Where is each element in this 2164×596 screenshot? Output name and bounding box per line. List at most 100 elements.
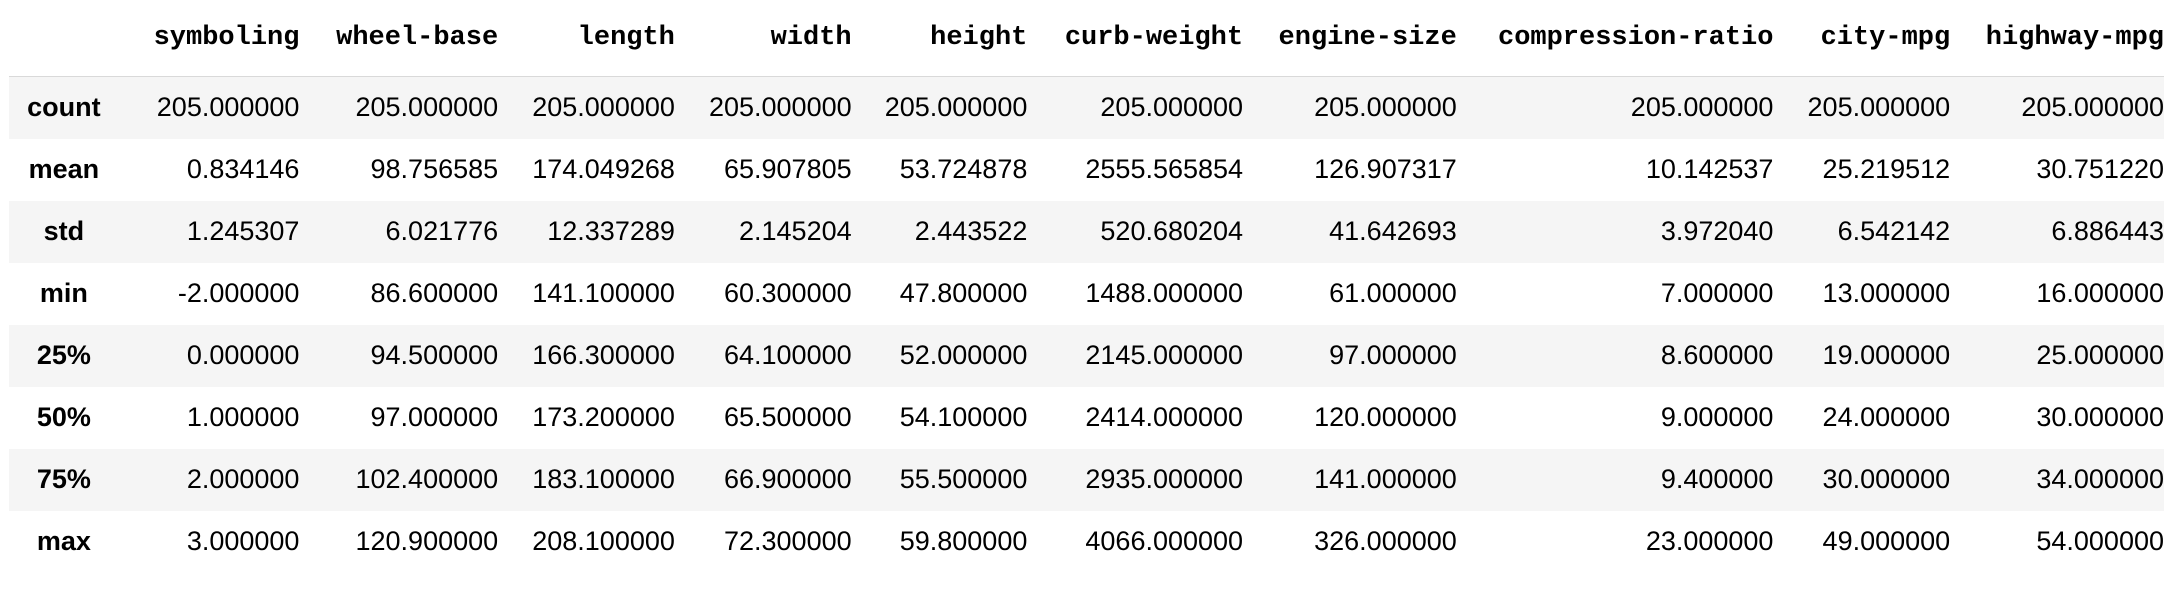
table-cell: 23.000000 — [1645, 526, 1774, 556]
table-cell: 520.680204 — [1100, 216, 1244, 246]
table-cell: 3.000000 — [186, 526, 300, 556]
table-cell: 205.000000 — [1807, 92, 1951, 123]
column-header-curb-weight: curb-weight — [1027, 0, 1244, 77]
table-cell: 3.972040 — [1660, 216, 1774, 246]
table-cell: 205.000000 — [884, 92, 1028, 123]
header-row: symboling wheel-base length width height… — [9, 0, 2164, 77]
table-cell: 2.443522 — [914, 216, 1028, 246]
table-cell: 0.834146 — [186, 154, 300, 184]
table-cell: 205.000000 — [156, 92, 300, 123]
table-cell: 0.000000 — [186, 340, 300, 370]
row-label: mean — [28, 154, 100, 184]
table-cell: 205.000000 — [355, 92, 499, 123]
table-cell: 141.000000 — [1314, 464, 1457, 494]
table-cell: 24.000000 — [1822, 402, 1951, 432]
table-cell: 72.300000 — [723, 526, 852, 556]
table-cell: 64.100000 — [723, 340, 852, 370]
table-cell: 86.600000 — [370, 278, 499, 308]
table-cell: 174.049268 — [532, 154, 675, 184]
table-cell: 1488.000000 — [1085, 278, 1244, 308]
table-cell: 52.000000 — [899, 340, 1028, 370]
table-cell: 205.000000 — [1100, 92, 1244, 123]
table-row: max 3.000000 120.900000 208.100000 72.300000… — [9, 510, 2164, 573]
table-cell: 2555.565854 — [1085, 154, 1244, 184]
table-cell: 4066.000000 — [1085, 526, 1244, 556]
table-cell: 1.245307 — [186, 216, 300, 246]
table-cell: 25.000000 — [2036, 340, 2164, 370]
table-cell: 49.000000 — [1822, 526, 1951, 556]
header-corner — [9, 0, 119, 77]
table-cell: 141.100000 — [532, 278, 675, 308]
table-cell: 65.907805 — [723, 154, 852, 184]
table-cell: 326.000000 — [1314, 526, 1457, 556]
table-cell: 2145.000000 — [1085, 340, 1244, 370]
table-cell: 55.500000 — [899, 464, 1028, 494]
table-cell: 16.000000 — [2036, 278, 2164, 308]
table-cell: 97.000000 — [1329, 340, 1457, 370]
table-cell: 9.400000 — [1660, 464, 1774, 494]
table-cell: 8.600000 — [1660, 340, 1774, 370]
table-cell: 2414.000000 — [1085, 402, 1244, 432]
table-cell: 120.900000 — [355, 526, 499, 556]
table-row: std 1.245307 6.021776 12.337289 2.145204 2.44… — [9, 200, 2164, 263]
table-cell: 6.886443 — [2051, 216, 2164, 246]
row-label: count — [27, 92, 101, 123]
column-header-width: width — [674, 0, 852, 77]
table-cell: 208.100000 — [532, 526, 675, 556]
table-cell: -2.000000 — [177, 278, 300, 308]
table-cell: 6.542142 — [1837, 216, 1951, 246]
table-cell: 54.000000 — [2036, 526, 2164, 556]
table-cell: 166.300000 — [532, 340, 675, 370]
table-cell: 2935.000000 — [1085, 464, 1244, 494]
table-cell: 205.000000 — [1630, 92, 1774, 123]
table-cell: 2.000000 — [186, 464, 300, 494]
row-label: std — [43, 216, 85, 246]
table-cell: 41.642693 — [1329, 216, 1457, 246]
column-header-length: length — [498, 0, 675, 77]
table-cell: 10.142537 — [1645, 154, 1774, 184]
table-row: count 205.000000 205.000000 205.000000 205.0… — [9, 76, 2164, 139]
table-cell: 66.900000 — [723, 464, 852, 494]
table-cell: 126.907317 — [1314, 154, 1457, 184]
table-cell: 12.337289 — [547, 216, 675, 246]
table-row: 50% 1.000000 97.000000 173.200000 65.500000 5… — [9, 386, 2164, 449]
column-header-compression-ratio: compression-ratio — [1456, 0, 1774, 77]
table-row: 25% 0.000000 94.500000 166.300000 64.100000 5… — [9, 324, 2164, 387]
row-label: 25% — [36, 340, 91, 370]
column-header-highway-mpg: highway-mpg — [1950, 0, 2164, 77]
table-cell: 205.000000 — [532, 92, 675, 123]
table-cell: 19.000000 — [1822, 340, 1951, 370]
table-cell: 34.000000 — [2036, 464, 2164, 494]
table-cell: 120.000000 — [1314, 402, 1457, 432]
table-cell: 205.000000 — [1314, 92, 1457, 123]
row-label: min — [39, 278, 88, 308]
table-cell: 7.000000 — [1660, 278, 1774, 308]
table-cell: 205.000000 — [2021, 92, 2164, 123]
table-cell: 6.021776 — [385, 216, 499, 246]
summary-statistics-table: symboling wheel-base length width height… — [9, 0, 2164, 573]
table-cell: 205.000000 — [708, 92, 852, 123]
table-cell: 97.000000 — [370, 402, 499, 432]
table-cell: 94.500000 — [370, 340, 499, 370]
table-cell: 183.100000 — [532, 464, 675, 494]
table-body: count 205.000000 205.000000 205.000000 205.0… — [9, 76, 2164, 573]
column-header-symboling: symboling — [118, 0, 300, 77]
table-cell: 9.000000 — [1660, 402, 1774, 432]
table-cell: 173.200000 — [532, 402, 675, 432]
table-cell: 61.000000 — [1329, 278, 1457, 308]
table-cell: 25.219512 — [1822, 154, 1951, 184]
column-header-wheel-base: wheel-base — [299, 0, 499, 77]
table-row: mean 0.834146 98.756585 174.049268 65.907805… — [9, 138, 2164, 201]
row-label: max — [36, 526, 91, 556]
table-row: 75% 2.000000 102.400000 183.100000 66.900000… — [9, 448, 2164, 511]
table-cell: 102.400000 — [355, 464, 499, 494]
table-cell: 53.724878 — [899, 154, 1028, 184]
table-cell: 30.000000 — [1822, 464, 1951, 494]
table-row: min -2.000000 86.600000 141.100000 60.300000… — [9, 262, 2164, 325]
column-header-city-mpg: city-mpg — [1773, 0, 1951, 77]
table-cell: 47.800000 — [899, 278, 1028, 308]
table-cell: 1.000000 — [186, 402, 300, 432]
row-label: 75% — [36, 464, 91, 494]
table-cell: 60.300000 — [723, 278, 852, 308]
table-cell: 2.145204 — [739, 216, 852, 246]
